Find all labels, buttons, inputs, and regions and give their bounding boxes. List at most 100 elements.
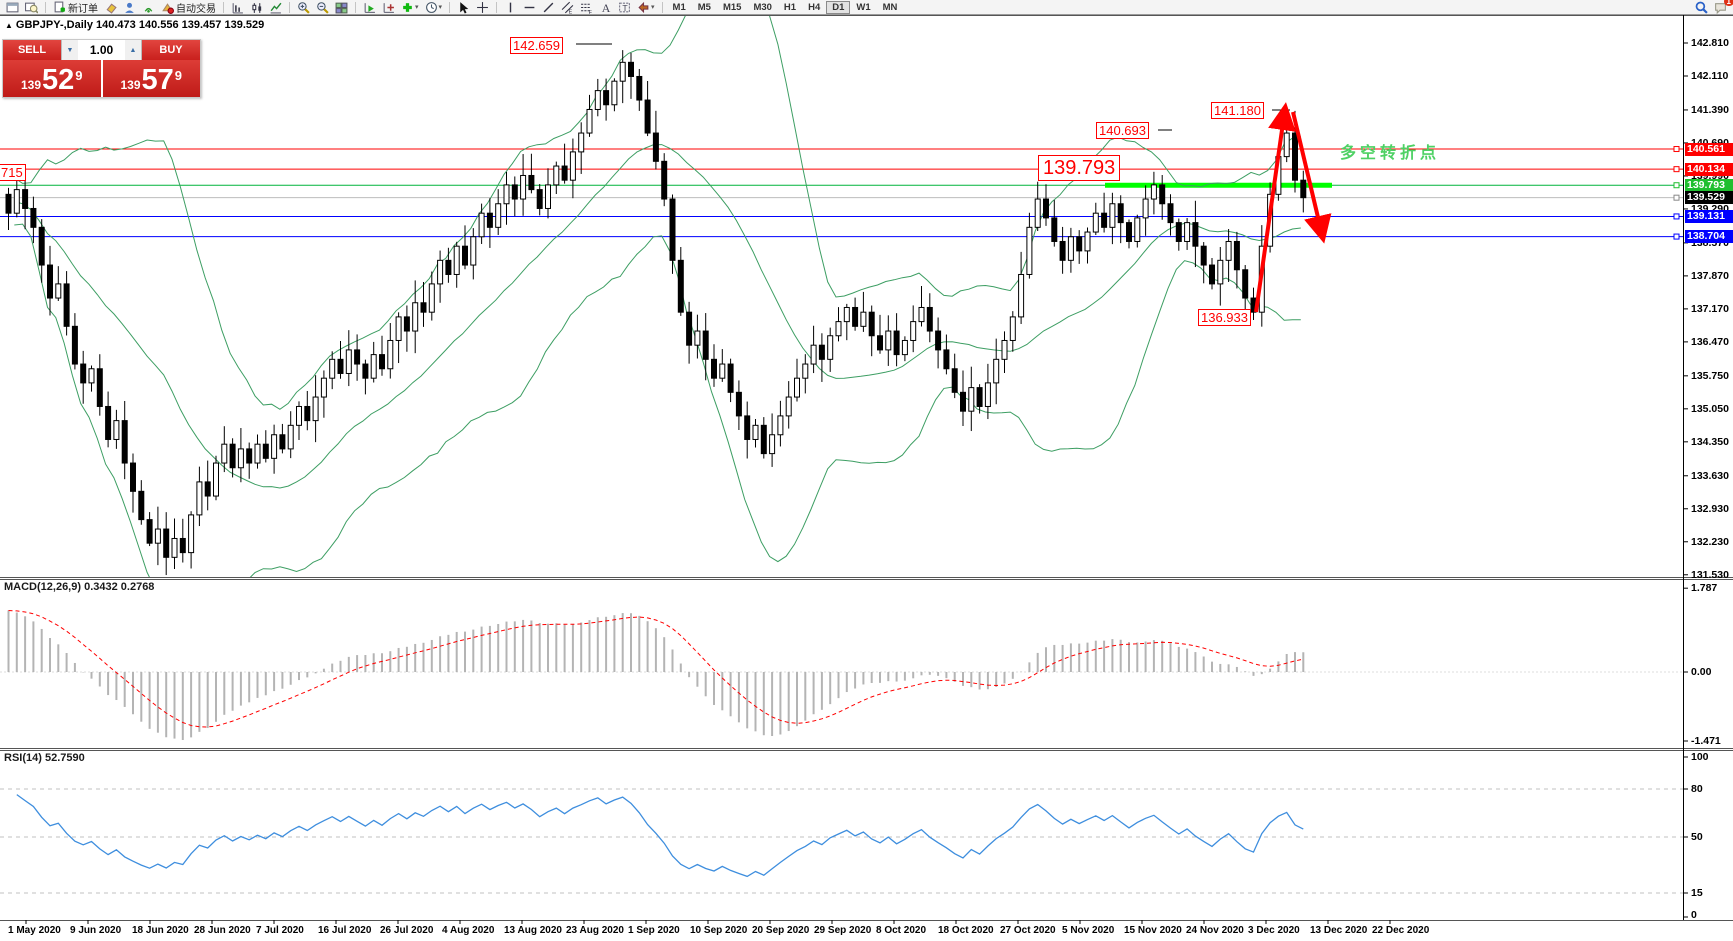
date-axis-label: 13 Aug 2020 — [504, 925, 562, 936]
tile-windows-icon[interactable] — [332, 0, 351, 14]
price-scale-tick: 131.530 — [1691, 568, 1729, 581]
price-scale-tick: 135.750 — [1691, 369, 1729, 382]
lot-decrease-button[interactable]: ▼ — [62, 40, 78, 60]
lot-size-input[interactable] — [78, 40, 125, 60]
new-order-button[interactable]: 新订单 — [50, 0, 101, 15]
crosshair-icon[interactable] — [473, 0, 492, 14]
timeframe-button-m1[interactable]: M1 — [672, 1, 686, 13]
date-axis-label: 28 Jun 2020 — [194, 925, 251, 936]
buy-price-sup: 9 — [174, 68, 183, 83]
toolbar-separator — [355, 1, 356, 13]
svg-text:E: E — [569, 9, 573, 14]
add-indicator-icon[interactable]: ▾ — [398, 0, 422, 14]
price-badge: 140.561 — [1685, 142, 1733, 156]
bar-chart-icon[interactable] — [228, 0, 247, 14]
chevron-down-icon[interactable]: ▾ — [415, 4, 419, 11]
date-axis-label: 26 Jul 2020 — [380, 925, 434, 936]
window-icon[interactable] — [3, 0, 22, 14]
toolbar: 新订单 自动交易 ▾ ▾ E F A T ▾ M1 M5 M15 M30 H1 H4 D1 W1 MN 1 — [0, 0, 1733, 15]
one-click-trading-panel: SELL ▼ ▲ BUY 139 52 9 139 57 9 — [2, 39, 201, 98]
sell-price-sup: 9 — [75, 68, 83, 83]
zoom-in-icon[interactable] — [294, 0, 313, 14]
candlestick-chart-icon[interactable] — [247, 0, 266, 14]
chart-title: ▲ GBPJPY-,Daily 140.473 140.556 139.457 1… — [5, 19, 264, 31]
timeframe-button-d1[interactable]: D1 — [826, 0, 851, 14]
date-axis-label: 4 Aug 2020 — [442, 925, 495, 936]
price-badge: 139.131 — [1685, 209, 1733, 223]
price-annotation-label[interactable]: 715 — [0, 164, 26, 181]
buy-button[interactable]: BUY — [142, 40, 200, 60]
toolbar-separator — [289, 1, 290, 13]
sell-button[interactable]: SELL — [3, 40, 61, 60]
arrows-icon[interactable]: ▾ — [634, 0, 658, 14]
toolbar-separator — [449, 1, 451, 13]
date-axis-label: 10 Sep 2020 — [690, 925, 748, 936]
price-scale-tick: 137.170 — [1691, 302, 1729, 315]
price-annotation-label[interactable]: 139.793 — [1038, 155, 1121, 181]
price-annotation-label[interactable]: 140.693 — [1096, 122, 1149, 139]
collapse-triangle-icon[interactable]: ▲ — [5, 21, 13, 30]
price-annotation-label[interactable]: 141.180 — [1211, 102, 1264, 119]
timeframe-button-m15[interactable]: M15 — [722, 1, 742, 13]
date-axis-label: 18 Jun 2020 — [132, 925, 189, 936]
date-axis-label: 16 Jul 2020 — [318, 925, 372, 936]
sell-price[interactable]: 139 52 9 — [3, 60, 101, 97]
horizontal-line-icon[interactable] — [520, 0, 539, 14]
trendline-icon[interactable] — [539, 0, 558, 14]
chevron-down-icon[interactable]: ▾ — [438, 4, 443, 11]
date-axis-label: 15 Nov 2020 — [1124, 925, 1182, 936]
price-scale-tick: 135.050 — [1691, 402, 1729, 415]
chart-title-text: GBPJPY-,Daily 140.473 140.556 139.457 13… — [15, 19, 265, 31]
timeframe-button-w1[interactable]: W1 — [856, 1, 871, 13]
buy-price[interactable]: 139 57 9 — [102, 60, 200, 97]
search-chart-icon[interactable] — [22, 0, 41, 14]
timeframe-button-mn[interactable]: MN — [882, 1, 898, 13]
text-icon[interactable]: A — [596, 0, 615, 14]
line-chart-icon[interactable] — [266, 0, 285, 14]
price-scale-tick: 132.230 — [1691, 535, 1729, 548]
autotrade-button[interactable]: 自动交易 — [158, 0, 219, 15]
toolbar-separator — [661, 1, 663, 13]
timeframe-button-h1[interactable]: H1 — [783, 1, 797, 13]
rsi-scale-tick: 0 — [1691, 909, 1697, 921]
date-axis-label: 20 Sep 2020 — [752, 925, 810, 936]
zoom-out-icon[interactable] — [313, 0, 332, 14]
user-icon[interactable] — [120, 0, 139, 14]
text-label-icon[interactable]: T — [615, 0, 634, 14]
date-axis-label: 29 Sep 2020 — [814, 925, 872, 936]
macd-indicator-label: MACD(12,26,9) 0.3432 0.2768 — [4, 581, 155, 593]
auto-scroll-icon[interactable] — [360, 0, 379, 14]
new-order-button-label: 新订单 — [68, 3, 98, 15]
fibonacci-icon[interactable]: F — [577, 0, 596, 14]
chart-shift-icon[interactable] — [379, 0, 398, 14]
svg-text:F: F — [589, 9, 593, 13]
price-annotation-label[interactable]: 136.933 — [1198, 309, 1251, 326]
chinese-note-label: 多空转折点 — [1340, 145, 1441, 162]
timeframe-button-h4[interactable]: H4 — [808, 1, 821, 13]
signal-icon[interactable] — [139, 0, 158, 14]
price-badge: 139.529 — [1685, 191, 1733, 205]
timeframe-button-m5[interactable]: M5 — [697, 1, 711, 13]
buy-price-big: 57 — [141, 64, 174, 96]
cursor-icon[interactable] — [454, 0, 473, 14]
notifications-icon[interactable]: 1 — [1711, 0, 1733, 14]
price-scale-tick: 142.110 — [1691, 70, 1729, 82]
macd-scale-tick: 0.00 — [1691, 666, 1712, 678]
macd-scale-tick: -1.471 — [1691, 734, 1721, 747]
price-badge: 140.134 — [1685, 162, 1733, 176]
period-clock-icon[interactable]: ▾ — [422, 0, 446, 14]
lot-increase-button[interactable]: ▲ — [125, 40, 141, 60]
chevron-down-icon[interactable]: ▾ — [651, 4, 655, 11]
search-icon[interactable] — [1692, 0, 1711, 14]
rsi-scale-tick: 50 — [1691, 831, 1703, 843]
price-scale-tick: 132.930 — [1691, 502, 1729, 515]
vertical-line-icon[interactable] — [501, 0, 520, 14]
equidistant-channel-icon[interactable]: E — [558, 0, 577, 14]
price-annotation-label[interactable]: 142.659 — [510, 37, 563, 54]
date-axis-label: 23 Aug 2020 — [566, 925, 624, 936]
date-axis-label: 1 May 2020 — [8, 925, 61, 936]
timeframe-button-m30[interactable]: M30 — [753, 1, 772, 13]
sell-price-prefix: 139 — [20, 78, 42, 92]
eraser-icon[interactable] — [101, 0, 120, 14]
